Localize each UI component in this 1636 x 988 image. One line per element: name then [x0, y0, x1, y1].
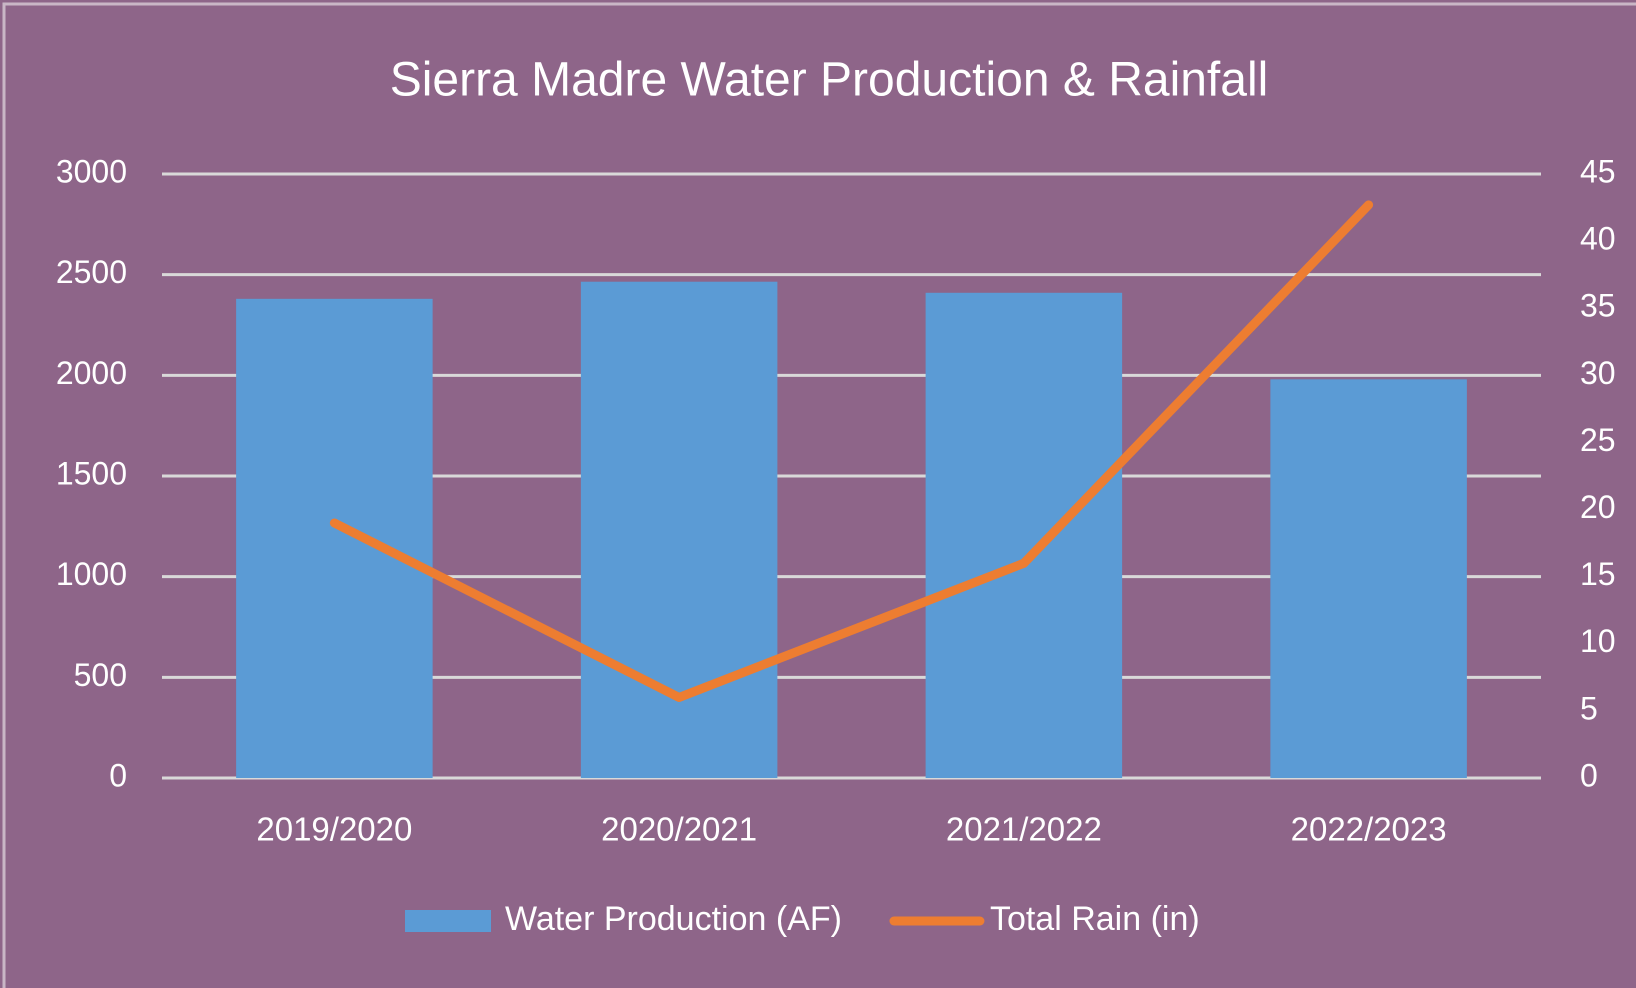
x-tick-label: 2019/2020 [256, 811, 412, 848]
y2-tick-label: 20 [1580, 489, 1616, 525]
bar [1270, 379, 1467, 778]
y2-tick-label: 0 [1580, 757, 1598, 793]
line [329, 200, 1374, 702]
y2-tick-label: 5 [1580, 690, 1598, 726]
y-tick-label: 500 [74, 657, 127, 693]
x-tick-label: 2021/2022 [946, 811, 1102, 848]
bar [236, 298, 433, 778]
y-tick-label: 1500 [56, 455, 127, 491]
y-tick-label: 2500 [56, 254, 127, 290]
y2-tick-label: 40 [1580, 221, 1616, 257]
chart-title: Sierra Madre Water Production & Rainfall [390, 54, 1269, 107]
legend-swatch [405, 910, 491, 932]
y2-tick-label: 35 [1580, 288, 1616, 324]
y2-tick-label: 15 [1580, 556, 1616, 592]
legend-label: Total Rain (in) [990, 900, 1200, 938]
y2-tick-label: 30 [1580, 355, 1616, 391]
y-tick-label: 1000 [56, 556, 127, 592]
bar [580, 281, 778, 778]
y-tick-label: 3000 [56, 153, 127, 189]
x-tick-label: 2022/2023 [1291, 811, 1447, 848]
y2-tick-label: 45 [1580, 153, 1616, 189]
y2-tick-label: 10 [1580, 623, 1616, 659]
x-tick-label: 2020/2021 [601, 811, 757, 848]
y-tick-label: 2000 [56, 355, 127, 391]
legend-label: Water Production (AF) [505, 900, 842, 938]
y2-tick-label: 25 [1580, 422, 1616, 458]
bar [925, 292, 1123, 778]
y-tick-label: 0 [109, 757, 127, 793]
